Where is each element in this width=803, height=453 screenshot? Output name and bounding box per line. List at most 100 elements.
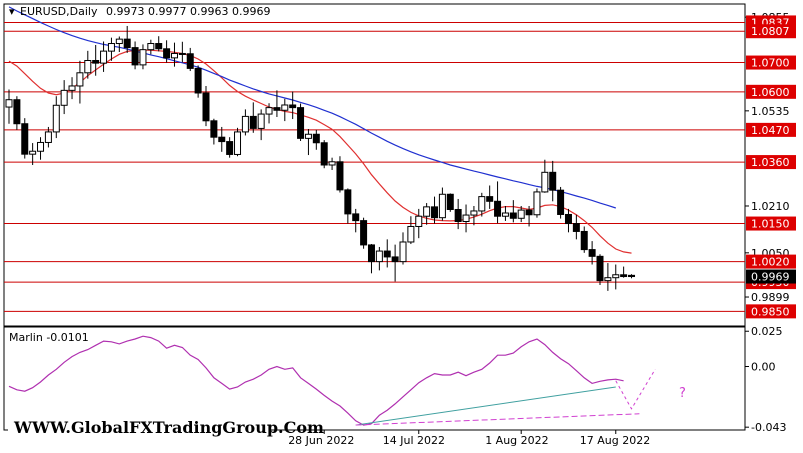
candle-body bbox=[60, 89, 68, 106]
candle-body bbox=[257, 113, 265, 129]
candle-body bbox=[501, 212, 509, 217]
level-tag bbox=[746, 254, 796, 269]
candle-body bbox=[218, 136, 226, 143]
forecast-question-mark: ? bbox=[679, 386, 686, 401]
candle bbox=[131, 41, 139, 70]
time-tick-label: 1 Aug 2022 bbox=[485, 434, 548, 447]
candle bbox=[446, 193, 454, 212]
level-tag-label: 1.0600 bbox=[751, 86, 790, 99]
candle bbox=[178, 41, 186, 63]
candle bbox=[21, 118, 29, 159]
candle-body bbox=[320, 142, 328, 166]
candle-body bbox=[549, 171, 557, 191]
candle-body bbox=[557, 189, 565, 215]
indicator-pane bbox=[3, 326, 746, 431]
oscillator bbox=[8, 335, 656, 426]
candle bbox=[84, 50, 92, 79]
level-tag-label: 1.0470 bbox=[751, 124, 790, 137]
candle-body bbox=[446, 193, 454, 210]
candle bbox=[241, 109, 249, 136]
candle-body bbox=[352, 213, 360, 222]
candle bbox=[218, 126, 226, 152]
candle bbox=[202, 85, 210, 127]
candle-body bbox=[478, 196, 486, 212]
candle-body bbox=[572, 223, 580, 232]
candle-body bbox=[588, 249, 596, 257]
candle bbox=[234, 127, 242, 157]
price-tick-label: 0.9899 bbox=[751, 291, 790, 304]
candle bbox=[580, 226, 588, 253]
candle-body bbox=[52, 104, 60, 133]
candle bbox=[486, 185, 494, 209]
candle-body bbox=[84, 59, 92, 74]
candle-body bbox=[194, 67, 202, 94]
candle bbox=[360, 217, 368, 249]
candle-body bbox=[391, 256, 399, 263]
candle bbox=[399, 232, 407, 265]
candle bbox=[572, 214, 580, 240]
candle bbox=[273, 90, 281, 117]
candle bbox=[92, 44, 100, 76]
oscillator-axis: 0.025 0.00 -0.043 bbox=[745, 325, 786, 434]
level-tag-label: 1.0020 bbox=[751, 256, 790, 269]
candle-body bbox=[564, 213, 572, 225]
candle bbox=[170, 42, 178, 67]
candle-body bbox=[541, 171, 549, 193]
candle-body bbox=[44, 131, 52, 143]
candle bbox=[312, 129, 320, 150]
level-tag-label: 1.0807 bbox=[751, 25, 790, 38]
watermark: WWW.GlobalFXTradingGroup.Com bbox=[13, 418, 324, 437]
level-tag-label: 1.0360 bbox=[751, 156, 790, 169]
time-axis: 28 Jun 2022 14 Jul 2022 1 Aug 2022 17 Aug 2… bbox=[288, 430, 650, 447]
candle-body bbox=[375, 250, 383, 263]
candle-body bbox=[360, 220, 368, 246]
candle bbox=[344, 188, 352, 224]
candle bbox=[557, 186, 565, 219]
candle bbox=[541, 159, 549, 193]
candle-body bbox=[423, 206, 431, 217]
oscillator-tick-label: 0.025 bbox=[751, 325, 783, 338]
candle-body bbox=[234, 131, 242, 155]
level-tag-label: 1.0150 bbox=[751, 218, 790, 231]
candle bbox=[596, 254, 604, 286]
candle bbox=[186, 47, 194, 72]
candle-body bbox=[155, 43, 163, 50]
candle bbox=[336, 156, 344, 193]
candle bbox=[517, 205, 525, 223]
level-tag-label: 1.0700 bbox=[751, 57, 790, 70]
watermark-box bbox=[8, 413, 270, 441]
candle bbox=[297, 103, 305, 141]
candle bbox=[509, 200, 517, 223]
candle-body bbox=[123, 38, 131, 49]
ma-short-line bbox=[8, 49, 632, 254]
price-tick-label: 1.0535 bbox=[751, 105, 790, 118]
candle-body bbox=[580, 230, 588, 251]
candle bbox=[383, 239, 391, 268]
candle-body bbox=[494, 200, 502, 217]
candle-body bbox=[68, 85, 76, 91]
candle bbox=[155, 36, 163, 52]
candle-body bbox=[107, 43, 115, 52]
oscillator-tick-label: 0.00 bbox=[751, 361, 776, 374]
candle-body bbox=[517, 209, 525, 219]
candle-body bbox=[265, 107, 273, 115]
candle bbox=[628, 274, 636, 279]
candle bbox=[501, 205, 509, 221]
candle-body bbox=[438, 193, 446, 219]
level-tag bbox=[746, 122, 796, 137]
candle-body bbox=[312, 133, 320, 144]
candle bbox=[415, 208, 423, 239]
candle-body bbox=[604, 277, 612, 282]
candle-body bbox=[328, 161, 336, 166]
candle bbox=[431, 196, 439, 224]
candle-body bbox=[415, 215, 423, 227]
candle-body bbox=[186, 53, 194, 69]
oscillator-support-line bbox=[355, 413, 640, 426]
candle bbox=[147, 39, 155, 55]
level-tag-label: 0.9850 bbox=[751, 305, 790, 318]
price-tick-label: 1.0210 bbox=[751, 200, 790, 213]
indicator-label: Marlin -0.0101 bbox=[9, 331, 89, 344]
candle bbox=[391, 244, 399, 282]
time-tick-label: 17 Aug 2022 bbox=[580, 434, 650, 447]
